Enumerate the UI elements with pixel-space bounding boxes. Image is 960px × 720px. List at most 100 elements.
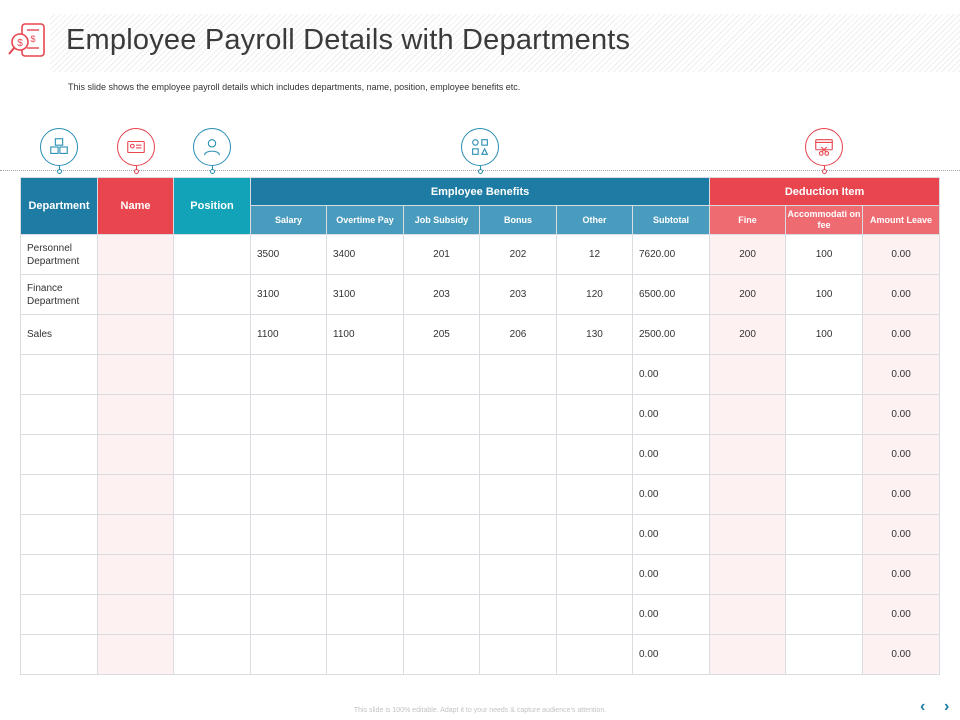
table-cell [709, 554, 787, 595]
table-cell: 0.00 [631, 594, 711, 635]
table-cell [326, 354, 404, 395]
table-cell [709, 474, 787, 515]
table-cell [173, 434, 251, 475]
table-cell: 2500.00 [631, 314, 711, 355]
table-row: 0.00 0.00 [20, 394, 941, 435]
table-cell [97, 554, 174, 595]
subheader-accommodation-fee: Accommodati on fee [785, 205, 864, 235]
table-cell: 0.00 [862, 514, 941, 555]
table-cell [250, 514, 327, 555]
table-cell: 205 [403, 314, 480, 355]
table-cell [97, 274, 174, 315]
table-cell: 1100 [326, 314, 404, 355]
table-cell: 0.00 [862, 234, 941, 275]
table-row: 0.00 0.00 [20, 634, 941, 675]
department-cubes-icon [40, 128, 78, 166]
table-cell: 0.00 [631, 634, 711, 675]
table-cell: 0.00 [862, 314, 941, 355]
table-cell: Sales [20, 314, 98, 355]
table-cell [326, 594, 404, 635]
table-cell: 6500.00 [631, 274, 711, 315]
table-cell [479, 354, 557, 395]
table-cell [785, 514, 864, 555]
table-cell [556, 394, 633, 435]
table-cell [20, 634, 98, 675]
prev-slide-button[interactable]: ‹ [920, 698, 926, 715]
table-cell [97, 434, 174, 475]
table-cell [785, 434, 864, 475]
table-row: 0.00 0.00 [20, 554, 941, 595]
table-cell: 200 [709, 314, 787, 355]
table-row: 0.00 0.00 [20, 434, 941, 475]
dot [822, 169, 827, 174]
table-cell [479, 474, 557, 515]
table-cell [785, 634, 864, 675]
id-card-icon [117, 128, 155, 166]
table-cell [326, 634, 404, 675]
table-cell [479, 594, 557, 635]
table-cell [403, 514, 480, 555]
table-cell [250, 394, 327, 435]
title-band [50, 14, 960, 72]
table-cell: 3500 [250, 234, 327, 275]
table-row: 0.00 0.00 [20, 474, 941, 515]
table-cell: 202 [479, 234, 557, 275]
dot [57, 169, 62, 174]
table-cell [97, 354, 174, 395]
table-cell [556, 634, 633, 675]
table-cell [709, 634, 787, 675]
table-cell [556, 514, 633, 555]
table-cell [403, 554, 480, 595]
table-cell: 3100 [250, 274, 327, 315]
table-cell [709, 434, 787, 475]
table-cell: 203 [403, 274, 480, 315]
subheader-subtotal: Subtotal [631, 205, 711, 235]
table-cell: 0.00 [631, 474, 711, 515]
table-cell [403, 634, 480, 675]
svg-text:$: $ [17, 38, 23, 49]
svg-text:$: $ [30, 34, 35, 44]
table-cell [173, 234, 251, 275]
table-cell [97, 234, 174, 275]
table-cell: 0.00 [631, 514, 711, 555]
table-cell [173, 354, 251, 395]
table-cell: 100 [785, 234, 864, 275]
table-cell [479, 554, 557, 595]
table-header-row: Department Name Position Employee Benefi… [20, 177, 941, 235]
table-cell [709, 594, 787, 635]
table-row: 0.00 0.00 [20, 514, 941, 555]
subheader-bonus: Bonus [479, 205, 557, 235]
table-cell: 120 [556, 274, 633, 315]
table-cell: 0.00 [862, 594, 941, 635]
next-slide-button[interactable]: › [944, 698, 950, 715]
table-cell [173, 274, 251, 315]
table-cell: 3100 [326, 274, 404, 315]
table-cell: 0.00 [631, 354, 711, 395]
table-cell: 100 [785, 314, 864, 355]
page-title: Employee Payroll Details with Department… [66, 24, 631, 56]
table-cell: 0.00 [862, 434, 941, 475]
table-cell [785, 354, 864, 395]
table-cell [479, 434, 557, 475]
table-cell: 0.00 [631, 434, 711, 475]
table-cell: 1100 [250, 314, 327, 355]
table-cell [785, 594, 864, 635]
table-cell [403, 474, 480, 515]
dot [478, 169, 483, 174]
table-row: 0.00 0.00 [20, 354, 941, 395]
employee-icon [193, 128, 231, 166]
table-cell [556, 474, 633, 515]
table-cell [403, 594, 480, 635]
table-cell [785, 394, 864, 435]
table-cell [97, 514, 174, 555]
table-cell [479, 514, 557, 555]
table-cell [173, 474, 251, 515]
table-cell: Personnel Department [20, 234, 98, 275]
table-cell [326, 434, 404, 475]
table-cell [556, 434, 633, 475]
header-position: Position [173, 177, 251, 235]
table-cell [403, 434, 480, 475]
payroll-document-icon: $ $ [6, 20, 50, 66]
table-cell: 100 [785, 274, 864, 315]
table-cell [250, 354, 327, 395]
